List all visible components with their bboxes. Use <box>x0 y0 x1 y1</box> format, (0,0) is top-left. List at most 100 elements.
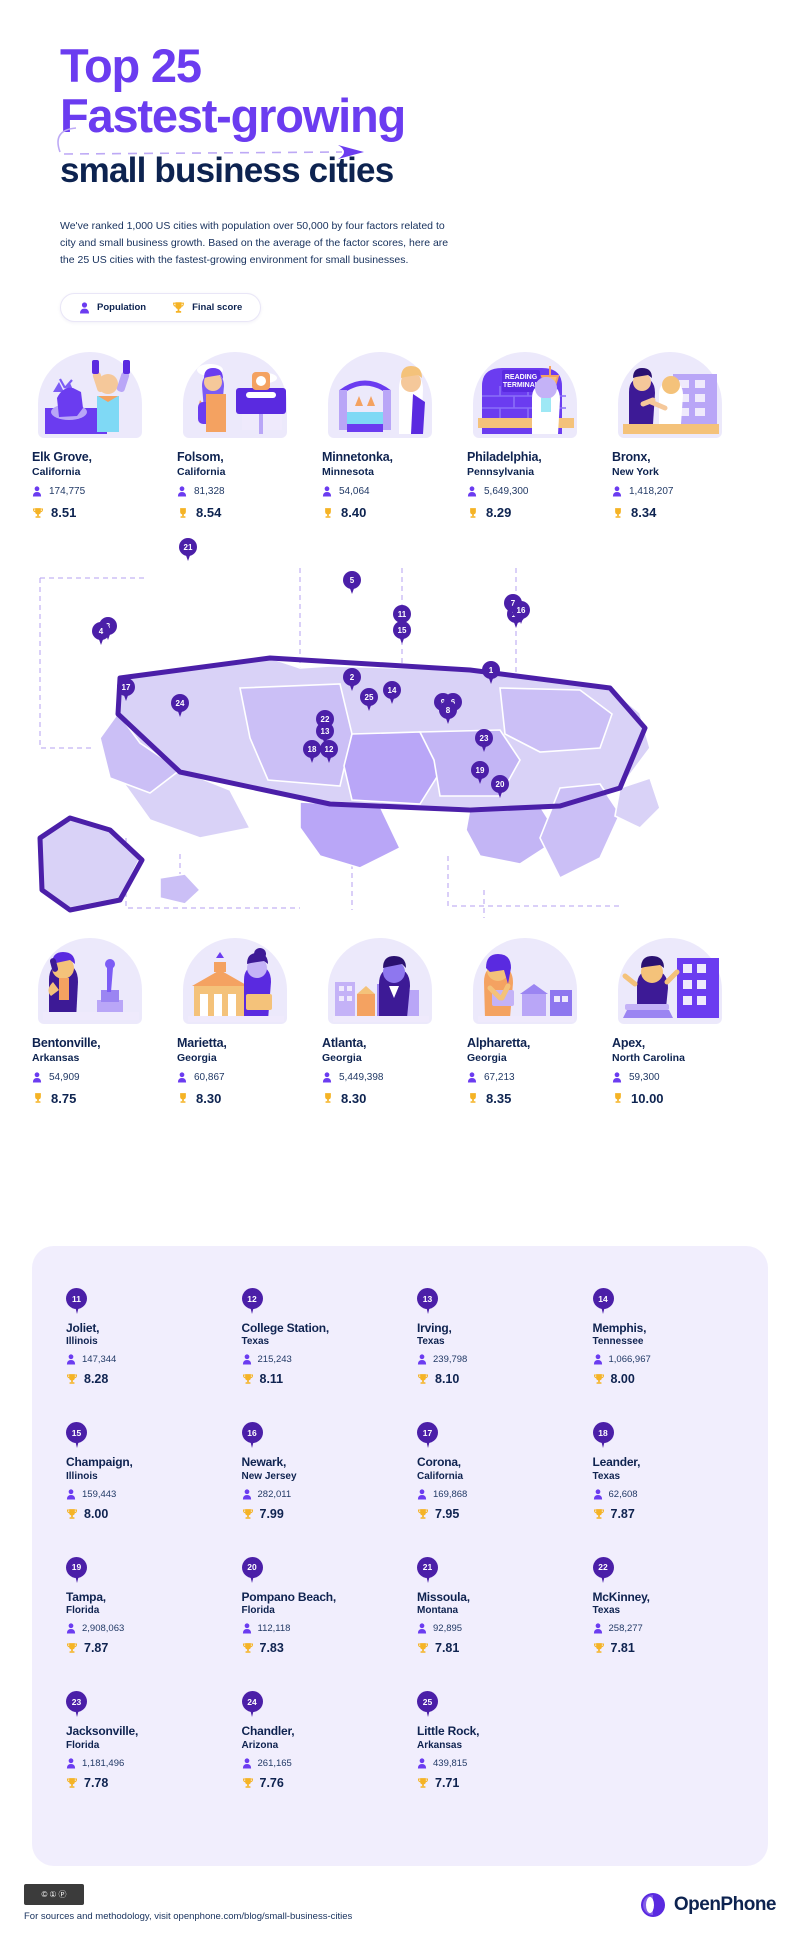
svg-text:13: 13 <box>321 727 330 736</box>
rank-pin: 22 <box>592 1556 614 1584</box>
person-icon <box>242 1354 251 1365</box>
list-item: 25 Little Rock, Arkansas 439,815 7.71 <box>417 1691 593 1790</box>
list-item: 14 Memphis, Tennessee 1,066,967 8.00 <box>592 1288 769 1386</box>
city-name: Alpharetta, <box>467 1036 531 1051</box>
rank-pin: 21 <box>417 1556 438 1584</box>
map-states <box>39 657 661 909</box>
person-icon <box>322 486 332 497</box>
list-item: 11 Joliet, Illinois 147,344 8.28 <box>66 1288 242 1386</box>
score-value: 7.87 <box>610 1506 635 1521</box>
list-item: 20 Pompano Beach, Florida 112,118 7.83 <box>241 1556 418 1655</box>
city-name: Elk Grove, <box>32 450 92 465</box>
city-state: Florida <box>241 1605 275 1617</box>
person-icon <box>242 1489 251 1500</box>
trophy-icon <box>180 1093 186 1104</box>
city-name: Memphis, <box>592 1321 647 1335</box>
rank-number: 11 <box>66 1288 87 1309</box>
trophy-icon <box>242 1508 253 1519</box>
city-state: Texas <box>417 1336 445 1348</box>
population-value: 1,181,496 <box>82 1757 125 1769</box>
map-marker: 16 <box>512 601 530 625</box>
rank-pin: 18 <box>592 1422 614 1449</box>
population-stat: 1,181,496 <box>66 1758 242 1769</box>
score-value: 8.40 <box>341 505 367 521</box>
score-stat: 8.35 <box>467 1091 596 1106</box>
city-name: Pompano Beach, <box>241 1589 337 1604</box>
trophy-icon <box>242 1643 253 1653</box>
population-stat: 215,243 <box>242 1354 418 1365</box>
city-card: Bronx, New York 1,418,207 8.34 <box>604 348 749 520</box>
creative-commons-icon: © ① Ⓟ <box>24 1884 84 1905</box>
population-stat: 62,608 <box>593 1489 769 1500</box>
person-icon <box>593 1623 602 1634</box>
population-stat: 5,649,300 <box>467 486 596 497</box>
city-name: Marietta, <box>177 1036 227 1051</box>
rank-pin: 13 <box>417 1288 438 1315</box>
trophy-icon <box>66 1374 78 1385</box>
map-marker: 5 <box>343 571 361 595</box>
population-value: 54,909 <box>49 1071 80 1083</box>
city-card: READING TERMINAL Philadelphia, Pennsylva… <box>459 348 604 520</box>
rank-number: 24 <box>241 1691 263 1713</box>
city-state: Illinois <box>66 1336 98 1348</box>
trophy-icon <box>66 1508 78 1519</box>
score-stat: 8.54 <box>177 505 306 520</box>
score-stat: 7.95 <box>417 1507 593 1521</box>
population-value: 92,895 <box>433 1623 463 1635</box>
score-stat: 8.51 <box>32 505 161 520</box>
list-item: 16 Newark, New Jersey 282,011 7.99 <box>241 1422 418 1521</box>
svg-text:14: 14 <box>388 686 397 695</box>
person-icon <box>80 302 89 314</box>
city-state: California <box>32 466 81 479</box>
person-icon <box>32 486 42 497</box>
list-item: 19 Tampa, Florida 2,908,063 7.87 <box>66 1556 242 1655</box>
city-name: Newark, <box>241 1455 287 1470</box>
population-stat: 159,443 <box>66 1489 242 1500</box>
city-state: Tennessee <box>592 1336 644 1348</box>
trophy-icon <box>35 1093 41 1104</box>
score-value: 8.35 <box>486 1090 512 1106</box>
score-stat: 7.71 <box>417 1776 593 1790</box>
rank-number: 16 <box>241 1422 263 1444</box>
header: Top 25 Fastest-growing small business ci… <box>0 0 800 323</box>
person-icon <box>417 1757 427 1769</box>
person-icon <box>177 486 187 497</box>
legend-item-score: Final score <box>172 301 242 314</box>
rank-number: 15 <box>66 1422 87 1444</box>
city-name: Champaign, <box>66 1455 133 1470</box>
trophy-icon <box>417 1374 429 1385</box>
score-stat: 7.87 <box>593 1507 769 1521</box>
svg-text:17: 17 <box>122 683 131 692</box>
population-value: 215,243 <box>257 1354 292 1366</box>
svg-text:24: 24 <box>176 699 185 708</box>
svg-text:23: 23 <box>480 734 489 743</box>
rank-number: 22 <box>592 1556 614 1578</box>
city-state: Texas <box>592 1470 621 1482</box>
person-icon <box>32 1072 42 1083</box>
svg-text:18: 18 <box>308 745 317 754</box>
footer: © ① Ⓟ For sources and methodology, visit o… <box>24 1884 777 1922</box>
score-value: 7.81 <box>435 1641 460 1656</box>
intro-paragraph: We've ranked 1,000 US cities with popula… <box>60 220 449 267</box>
person-icon <box>612 486 622 497</box>
us-map: 2151115710163417242125149682213181223192… <box>0 538 800 928</box>
openphone-mark-icon <box>640 1893 665 1917</box>
population-stat: 1,418,207 <box>612 486 741 497</box>
city-state: Minnesota <box>322 466 374 479</box>
population-value: 2,908,063 <box>82 1623 125 1635</box>
city-state: Georgia <box>177 1051 217 1064</box>
score-stat: 8.40 <box>322 505 451 520</box>
score-value: 8.11 <box>259 1372 284 1387</box>
person-icon <box>66 1623 76 1634</box>
score-stat: 7.81 <box>593 1641 769 1655</box>
philadelphia-art: READING TERMINAL <box>467 348 585 439</box>
list-item: 24 Chandler, Arizona 261,165 7.76 <box>241 1691 418 1790</box>
trophy-icon <box>615 1093 621 1104</box>
atlanta-art <box>322 934 440 1025</box>
page-title-line2: Fastest-growing <box>60 88 406 142</box>
trophy-icon <box>593 1374 604 1385</box>
trophy-icon <box>593 1643 604 1653</box>
trophy-icon <box>32 507 44 518</box>
svg-text:19: 19 <box>476 766 485 775</box>
map-marker: 1 <box>482 661 500 685</box>
